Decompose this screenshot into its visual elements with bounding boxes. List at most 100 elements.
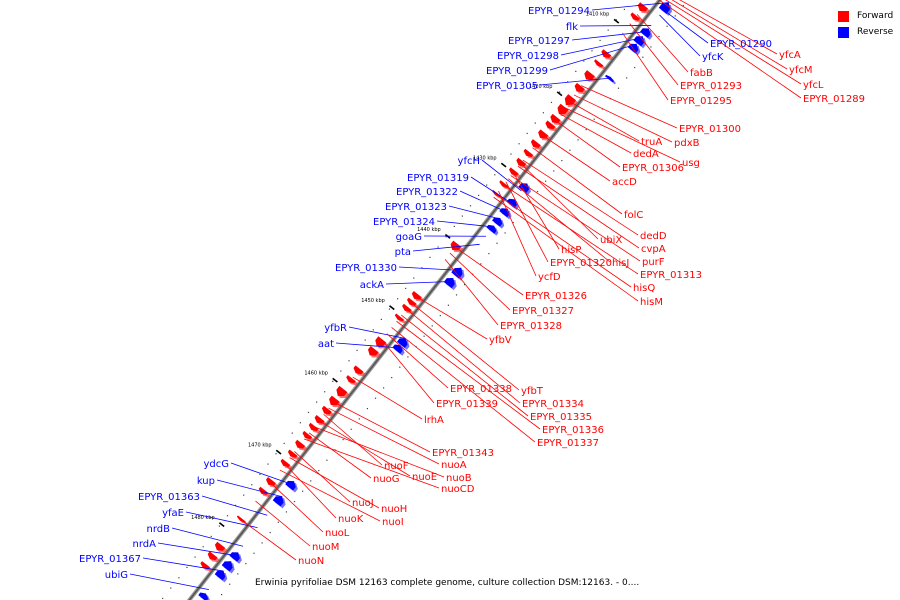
forward-gene-arrow[interactable]	[394, 313, 405, 322]
gene-label[interactable]: EPYR_01343	[432, 448, 494, 459]
gene-label[interactable]: EPYR_01320	[550, 258, 612, 269]
gene-label[interactable]: EPYR_01323	[385, 202, 447, 213]
forward-gene-arrow[interactable]	[550, 113, 561, 124]
gene-label[interactable]: accD	[612, 177, 637, 188]
forward-gene-arrow[interactable]	[402, 303, 412, 313]
gene-label[interactable]: ubiG	[105, 570, 128, 581]
gene-label[interactable]: EPYR_01334	[522, 399, 584, 410]
gene-label[interactable]: hisP	[561, 245, 581, 256]
gene-label[interactable]: yfcL	[803, 80, 824, 91]
gene-label[interactable]: EPYR_01336	[542, 425, 604, 436]
reverse-gene-arrow[interactable]	[605, 74, 614, 83]
gene-label[interactable]: hisJ	[612, 258, 629, 269]
forward-gene-arrow[interactable]	[516, 157, 527, 167]
reverse-gene-arrow[interactable]	[221, 561, 233, 572]
gene-label[interactable]: pta	[395, 247, 411, 258]
gene-label[interactable]: EPYR_01335	[530, 412, 592, 423]
forward-gene-arrow[interactable]	[266, 477, 276, 486]
gene-label[interactable]: EPYR_01363	[138, 492, 200, 503]
gene-label[interactable]: nuoCD	[441, 484, 475, 495]
forward-gene-arrow[interactable]	[530, 139, 541, 148]
forward-gene-arrow[interactable]	[287, 449, 298, 458]
gene-label[interactable]: nrdB	[147, 524, 171, 535]
reverse-gene-arrow[interactable]	[272, 496, 284, 507]
reverse-gene-arrow[interactable]	[640, 28, 651, 38]
gene-label[interactable]: yfbT	[521, 386, 544, 397]
gene-label[interactable]: nuoA	[441, 460, 467, 471]
gene-label[interactable]: nuoH	[381, 504, 407, 515]
gene-label[interactable]: cvpA	[641, 244, 666, 255]
gene-label[interactable]: EPYR_01322	[396, 187, 458, 198]
forward-gene-arrow[interactable]	[557, 103, 569, 114]
gene-label[interactable]: EPYR_01367	[79, 554, 141, 565]
gene-label[interactable]: aat	[318, 339, 334, 350]
forward-gene-arrow[interactable]	[321, 405, 332, 415]
forward-gene-arrow[interactable]	[637, 2, 648, 12]
forward-gene-arrow[interactable]	[574, 82, 585, 93]
forward-gene-arrow[interactable]	[523, 148, 534, 158]
gene-label[interactable]: EPYR_01328	[500, 321, 562, 332]
reverse-gene-arrow[interactable]	[443, 278, 455, 289]
forward-gene-arrow[interactable]	[450, 240, 462, 251]
gene-label[interactable]: yfcM	[789, 65, 813, 76]
gene-label[interactable]: dedA	[633, 149, 659, 160]
gene-label[interactable]: EPYR_01297	[508, 36, 570, 47]
gene-label[interactable]: ackA	[360, 280, 384, 291]
forward-gene-arrow[interactable]	[314, 415, 325, 424]
gene-label[interactable]: hisQ	[633, 283, 655, 294]
forward-gene-arrow[interactable]	[509, 167, 519, 176]
gene-label[interactable]: flk	[566, 22, 578, 33]
forward-gene-arrow[interactable]	[295, 439, 306, 449]
gene-label[interactable]: nuoJ	[352, 498, 374, 509]
gene-label[interactable]: EPYR_01295	[670, 96, 732, 107]
forward-gene-arrow[interactable]	[280, 458, 291, 468]
gene-label[interactable]: nuoG	[373, 474, 400, 485]
forward-gene-arrow[interactable]	[594, 59, 604, 68]
gene-label[interactable]: pdxB	[674, 138, 700, 149]
gene-label[interactable]: ycfD	[538, 272, 561, 283]
gene-label[interactable]: nrdA	[133, 539, 157, 550]
gene-label[interactable]: nuoF	[384, 461, 409, 472]
gene-label[interactable]: yfaE	[162, 508, 184, 519]
reverse-gene-arrow[interactable]	[214, 570, 226, 581]
gene-label[interactable]: nuoN	[298, 556, 324, 567]
reverse-gene-arrow[interactable]	[392, 344, 403, 354]
forward-gene-arrow[interactable]	[236, 515, 246, 523]
forward-gene-arrow[interactable]	[564, 94, 576, 106]
gene-label[interactable]: fabB	[690, 68, 713, 79]
gene-label[interactable]: nuoM	[312, 542, 339, 553]
gene-label[interactable]: EPYR_01306	[622, 163, 684, 174]
gene-label[interactable]: hisM	[640, 297, 663, 308]
gene-label[interactable]: EPYR_01294	[528, 6, 590, 17]
gene-label[interactable]: kup	[197, 476, 215, 487]
forward-gene-arrow[interactable]	[375, 336, 387, 347]
gene-label[interactable]: yfcK	[702, 52, 724, 63]
gene-label[interactable]: EPYR_01305	[476, 81, 538, 92]
gene-label[interactable]: EPYR_01326	[525, 291, 587, 302]
gene-label[interactable]: nuoK	[338, 514, 364, 525]
gene-label[interactable]: EPYR_01298	[497, 51, 559, 62]
forward-gene-arrow[interactable]	[630, 12, 641, 21]
gene-label[interactable]: nuoE	[412, 472, 437, 483]
gene-label[interactable]: folC	[624, 210, 643, 221]
forward-gene-arrow[interactable]	[499, 180, 509, 189]
gene-label[interactable]: lrhA	[424, 415, 444, 426]
gene-label[interactable]: EPYR_01290	[710, 39, 772, 50]
forward-gene-arrow[interactable]	[368, 346, 379, 356]
forward-gene-arrow[interactable]	[302, 430, 313, 440]
gene-label[interactable]: yfbV	[489, 335, 512, 346]
gene-label[interactable]: yfcA	[779, 50, 801, 61]
gene-label[interactable]: yfcH	[458, 156, 480, 167]
gene-label[interactable]: dedD	[640, 231, 667, 242]
gene-label[interactable]: usg	[682, 158, 700, 169]
gene-label[interactable]: EPYR_01324	[373, 217, 435, 228]
gene-label[interactable]: EPYR_01319	[407, 173, 469, 184]
gene-label[interactable]: EPYR_01338	[450, 384, 512, 395]
gene-label[interactable]: EPYR_01293	[680, 81, 742, 92]
gene-label[interactable]: nuoI	[382, 517, 404, 528]
reverse-gene-arrow[interactable]	[198, 592, 209, 600]
gene-label[interactable]: purF	[642, 257, 665, 268]
reverse-gene-arrow[interactable]	[486, 224, 497, 234]
forward-gene-arrow[interactable]	[545, 120, 556, 130]
forward-gene-arrow[interactable]	[308, 422, 319, 432]
